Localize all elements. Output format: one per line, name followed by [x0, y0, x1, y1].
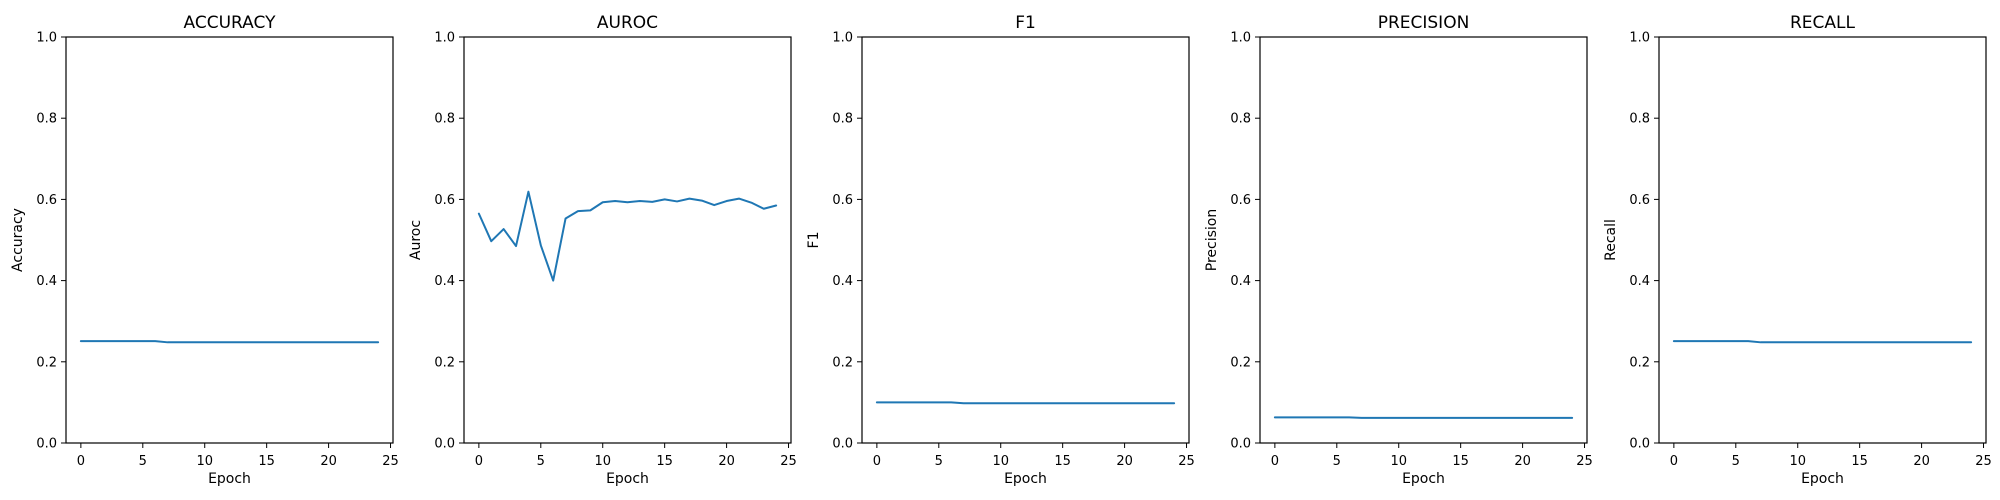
precision-y-tick-label: 0.0	[1230, 437, 1251, 452]
precision-axes-frame	[1259, 36, 1588, 444]
auroc-x-tick-label: 15	[656, 454, 673, 469]
recall-panel: 0 5 10 15 20 25 0.0 0.2 0.4 0.6 0.8 1.0 RECALL Epoch R…	[1603, 13, 1992, 487]
auroc-y-axis-label: Auroc	[408, 220, 424, 260]
recall-series-line	[1672, 340, 1973, 344]
auroc-chart-title: AUROC	[597, 13, 658, 33]
precision-y-tick-label: 0.8	[1230, 112, 1251, 127]
f1-y-tick-label: 0.2	[832, 355, 853, 370]
precision-y-tick-label: 0.6	[1230, 193, 1251, 208]
recall-x-tick-label: 0	[1670, 454, 1678, 469]
auroc-x-tick-label: 5	[537, 454, 545, 469]
accuracy-chart-title: ACCURACY	[184, 13, 277, 33]
recall-y-tick-label: 1.0	[1629, 31, 1650, 46]
precision-y-tick-label: 0.2	[1230, 355, 1251, 370]
precision-x-tick-label: 0	[1271, 454, 1279, 469]
precision-chart-title: PRECISION	[1378, 13, 1470, 33]
accuracy-x-tick-label: 15	[258, 454, 275, 469]
accuracy-series-line	[79, 340, 380, 344]
accuracy-x-tick-label: 0	[77, 454, 85, 469]
auroc-x-axis-label: Epoch	[606, 471, 649, 487]
auroc-x-tick-label: 10	[594, 454, 611, 469]
f1-panel: 0 5 10 15 20 25 0.0 0.2 0.4 0.6 0.8 1.0 F1 Epoch F1	[806, 13, 1195, 487]
auroc-x-tick-label: 20	[718, 454, 735, 469]
accuracy-x-tick-label: 5	[139, 454, 147, 469]
auroc-y-tick-label: 0.8	[434, 112, 455, 127]
accuracy-x-tick-label: 10	[196, 454, 213, 469]
recall-x-tick-label: 5	[1732, 454, 1740, 469]
f1-x-tick-label: 15	[1054, 454, 1071, 469]
accuracy-panel: 0 5 10 15 20 25 0.0 0.2 0.4 0.6 0.8 1.0 ACCURACY Epoc…	[10, 13, 399, 487]
accuracy-y-tick-label: 0.0	[36, 437, 57, 452]
precision-y-tick-label: 0.4	[1230, 274, 1251, 289]
auroc-series-line	[477, 190, 778, 282]
recall-chart-title: RECALL	[1790, 13, 1856, 33]
f1-x-tick-label: 0	[873, 454, 881, 469]
auroc-y-tick-label: 0.4	[434, 274, 455, 289]
auroc-x-tick-label: 0	[475, 454, 483, 469]
recall-y-tick-label: 0.6	[1629, 193, 1650, 208]
accuracy-y-tick-label: 1.0	[36, 31, 57, 46]
f1-chart-title: F1	[1015, 13, 1036, 33]
accuracy-y-tick-label: 0.6	[36, 193, 57, 208]
recall-x-tick-label: 25	[1975, 454, 1992, 469]
precision-x-tick-label: 20	[1514, 454, 1531, 469]
f1-axes-frame	[861, 36, 1190, 444]
recall-x-tick-label: 15	[1851, 454, 1868, 469]
f1-y-axis-label: F1	[806, 232, 822, 249]
accuracy-x-tick-label: 20	[320, 454, 337, 469]
recall-axes-frame	[1658, 36, 1987, 444]
recall-y-tick-label: 0.4	[1629, 274, 1650, 289]
recall-y-axis-label: Recall	[1603, 219, 1619, 261]
auroc-y-tick-label: 1.0	[434, 31, 455, 46]
f1-x-tick-label: 20	[1116, 454, 1133, 469]
auroc-y-tick-label: 0.6	[434, 193, 455, 208]
f1-y-tick-label: 0.0	[832, 437, 853, 452]
f1-y-tick-label: 1.0	[832, 31, 853, 46]
f1-x-tick-label: 5	[935, 454, 943, 469]
precision-panel: 0 5 10 15 20 25 0.0 0.2 0.4 0.6 0.8 1.0 PRECISION Epo…	[1204, 13, 1593, 487]
precision-x-tick-label: 15	[1452, 454, 1469, 469]
precision-x-tick-label: 5	[1333, 454, 1341, 469]
precision-y-axis-label: Precision	[1204, 209, 1220, 271]
recall-x-tick-label: 20	[1913, 454, 1930, 469]
accuracy-y-axis-label: Accuracy	[10, 208, 26, 272]
recall-x-axis-label: Epoch	[1801, 471, 1844, 487]
accuracy-axes-frame	[65, 36, 394, 444]
auroc-axes-frame	[463, 36, 792, 444]
auroc-x-tick-label: 25	[780, 454, 797, 469]
f1-y-tick-label: 0.4	[832, 274, 853, 289]
recall-y-tick-label: 0.0	[1629, 437, 1650, 452]
precision-x-tick-label: 25	[1576, 454, 1593, 469]
accuracy-y-tick-label: 0.4	[36, 274, 57, 289]
f1-x-tick-label: 25	[1178, 454, 1195, 469]
auroc-y-tick-label: 0.2	[434, 355, 455, 370]
f1-x-axis-label: Epoch	[1004, 471, 1047, 487]
auroc-y-tick-label: 0.0	[434, 437, 455, 452]
accuracy-x-axis-label: Epoch	[208, 471, 251, 487]
accuracy-y-tick-label: 0.8	[36, 112, 57, 127]
accuracy-y-tick-label: 0.2	[36, 355, 57, 370]
accuracy-x-tick-label: 25	[382, 454, 399, 469]
precision-x-tick-label: 10	[1390, 454, 1407, 469]
f1-y-tick-label: 0.6	[832, 193, 853, 208]
recall-y-tick-label: 0.8	[1629, 112, 1650, 127]
precision-y-tick-label: 1.0	[1230, 31, 1251, 46]
precision-x-axis-label: Epoch	[1402, 471, 1445, 487]
f1-series-line	[875, 401, 1176, 405]
f1-y-tick-label: 0.8	[832, 112, 853, 127]
recall-y-tick-label: 0.2	[1629, 355, 1650, 370]
f1-x-tick-label: 10	[992, 454, 1009, 469]
auroc-panel: 0 5 10 15 20 25 0.0 0.2 0.4 0.6 0.8 1.0 AUROC Epoch Au…	[408, 13, 797, 487]
recall-x-tick-label: 10	[1789, 454, 1806, 469]
